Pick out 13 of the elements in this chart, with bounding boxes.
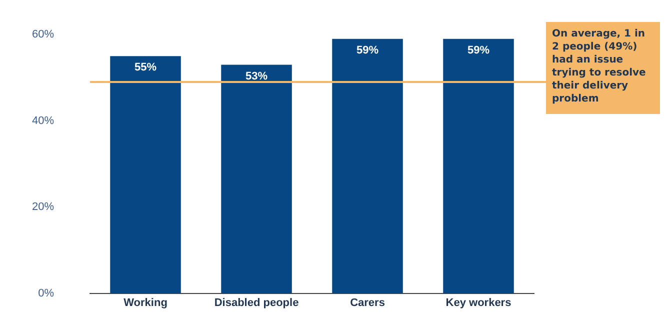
x-tick-label: Carers bbox=[350, 297, 385, 310]
data-label: 59% bbox=[356, 44, 379, 56]
x-tick-label: Disabled people bbox=[214, 297, 299, 310]
x-tick-label: Key workers bbox=[446, 297, 512, 310]
y-tick-label: 60% bbox=[32, 28, 54, 41]
y-tick-label: 20% bbox=[32, 201, 54, 214]
y-tick-label: 0% bbox=[38, 287, 54, 300]
data-label: 59% bbox=[467, 44, 490, 56]
data-label: 53% bbox=[245, 70, 268, 82]
data-label: 55% bbox=[134, 62, 157, 74]
ref-line-label: On average, 1 in 2 people (49%) had an issue trying to resolve their delivery problem bbox=[552, 28, 646, 105]
x-tick-label: Working bbox=[124, 297, 168, 310]
y-tick-label: 40% bbox=[32, 114, 54, 127]
